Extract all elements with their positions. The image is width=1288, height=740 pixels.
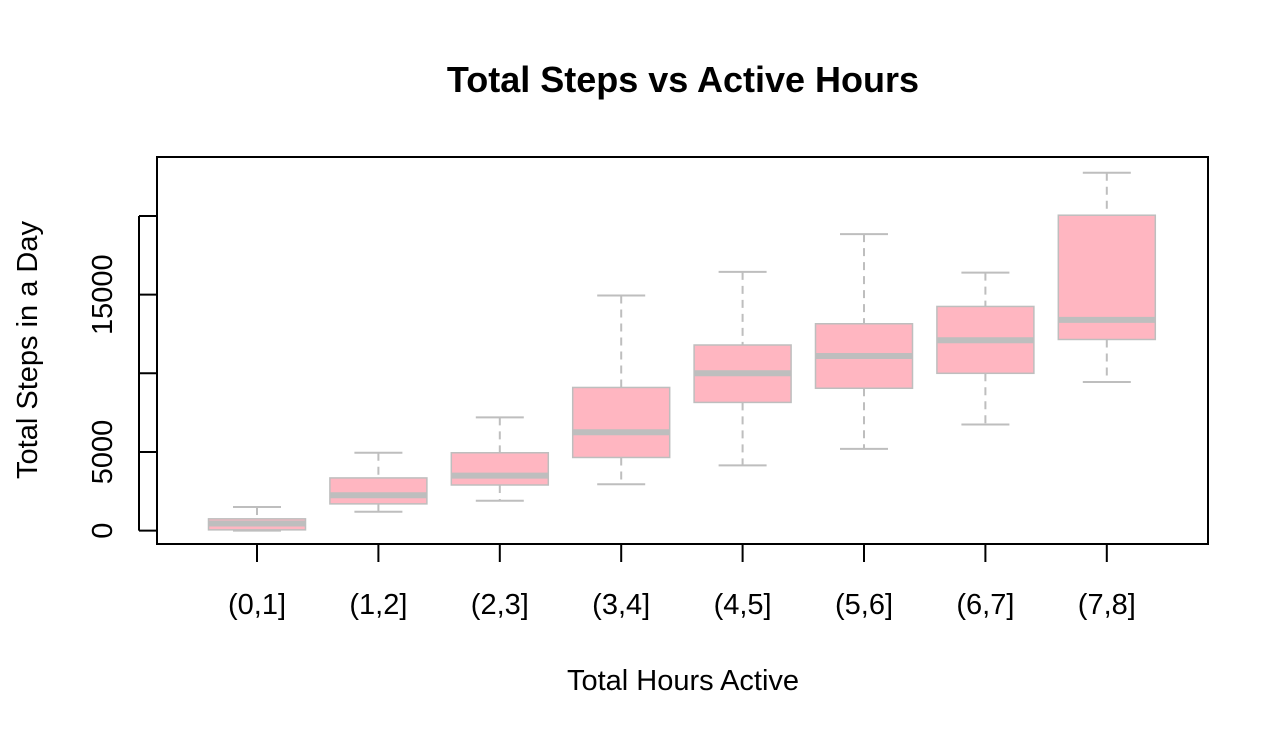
box — [329, 477, 428, 505]
x-axis: (0,1] (1,2] (2,3] (3,4] (4,5] (5,6] (6,7] (7,8] — [228, 543, 1136, 621]
x-tick-label: (4,5] — [714, 589, 772, 621]
x-axis-label: Total Hours Active — [567, 665, 799, 697]
box-group — [207, 506, 307, 532]
y-tick-label: 15000 — [87, 254, 119, 335]
box — [571, 386, 671, 459]
chart-title: Total Steps vs Active Hours — [447, 59, 919, 100]
box-group — [329, 451, 428, 513]
y-tick-label: 5000 — [87, 420, 119, 485]
box-group — [936, 271, 1035, 426]
chart-marks: 0 5000 15000 (0,1] (1,2] (2,3] (3,4] (4,5] (5,6]… — [87, 171, 1157, 621]
box-group — [571, 294, 671, 486]
x-tick-label: (3,4] — [592, 589, 650, 621]
x-tick-label: (1,2] — [349, 589, 407, 621]
plot-frame — [156, 156, 1209, 545]
box-group — [450, 416, 550, 502]
x-tick-label: (0,1] — [228, 589, 286, 621]
y-axis: 0 5000 15000 — [87, 214, 157, 539]
box-group — [814, 233, 914, 450]
box-group — [693, 270, 792, 467]
box — [450, 452, 550, 486]
y-axis-label: Total Steps in a Day — [12, 221, 44, 479]
x-tick-label: (6,7] — [956, 589, 1014, 621]
x-tick-label: (2,3] — [471, 589, 529, 621]
x-tick-label: (7,8] — [1078, 589, 1136, 621]
box-group — [1057, 171, 1157, 383]
y-tick-label: 0 — [87, 523, 119, 539]
x-tick-label: (5,6] — [835, 589, 893, 621]
